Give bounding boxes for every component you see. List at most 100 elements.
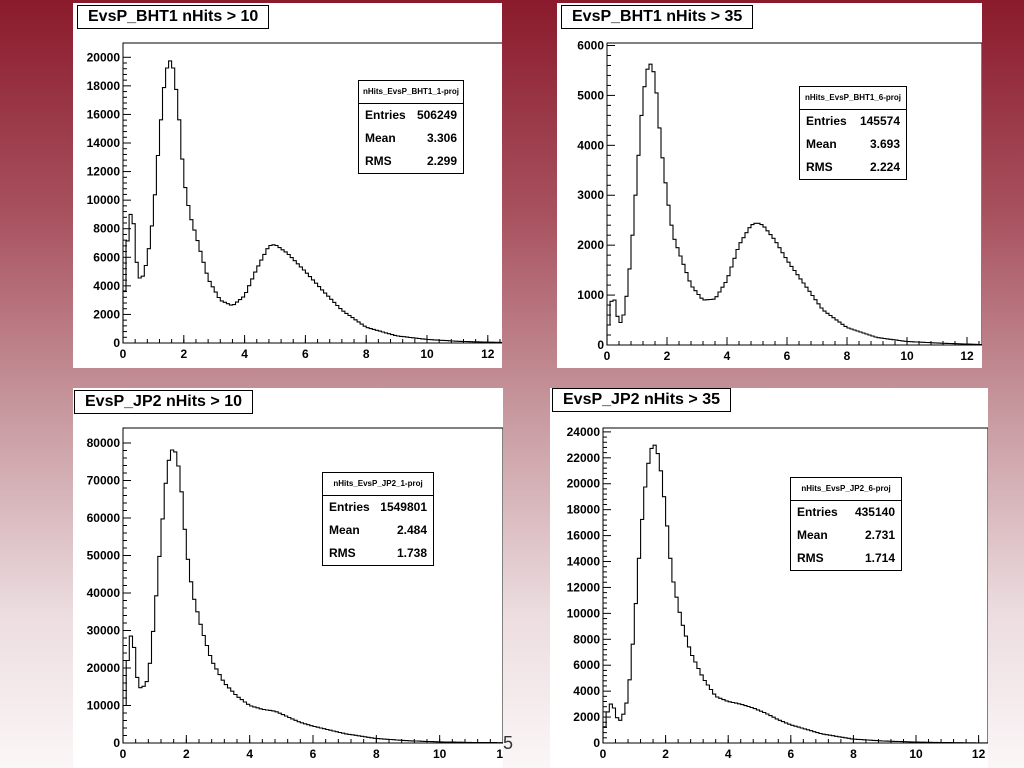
y-tick-label: 6000 xyxy=(573,658,600,672)
stats-row-rms: RMS 1.738 xyxy=(323,542,433,565)
x-tick-label: 6 xyxy=(302,347,309,361)
histogram-panel-bht1-35: 0 1000 2000 3000 4000 5000 6000 0 2 4 6 8 10 12 EvsP_… xyxy=(557,3,982,368)
y-tick-label: 0 xyxy=(113,736,120,750)
page-number: 5 xyxy=(503,733,514,753)
y-tick-label: 0 xyxy=(113,336,120,350)
stats-row-rms: RMS 2.224 xyxy=(800,156,906,179)
stats-label: Mean xyxy=(797,528,828,542)
stats-row-entries: Entries 145574 xyxy=(800,110,906,133)
plot-frame xyxy=(602,427,988,744)
stats-label: RMS xyxy=(329,546,356,560)
y-tick-label: 40000 xyxy=(87,586,121,600)
histogram-svg: 0 2000 4000 6000 8000 10000 12000 14000 16000 180… xyxy=(87,42,502,361)
x-tick-label: 10 xyxy=(900,349,914,363)
y-tick-label: 16000 xyxy=(567,529,601,543)
x-tick-label: 10 xyxy=(420,347,434,361)
histogram-svg: 0 10000 20000 30000 40000 50000 60000 70000 8000… xyxy=(87,427,503,761)
stats-label: Entries xyxy=(329,500,370,514)
stats-box: nHits_EvsP_JP2_1-proj Entries 1549801 Mea… xyxy=(322,472,434,566)
x-tick-label: 0 xyxy=(600,747,607,761)
y-tick-label: 6000 xyxy=(577,38,604,52)
stats-row-mean: Mean 3.693 xyxy=(800,133,906,156)
x-tick-label: 4 xyxy=(724,349,731,363)
stats-value: 435140 xyxy=(854,505,895,519)
x-tick-label: 8 xyxy=(844,349,851,363)
y-tick-label: 60000 xyxy=(87,511,121,525)
x-tick-label: 0 xyxy=(120,347,127,361)
x-tick-label: 6 xyxy=(784,349,791,363)
stats-value: 3.693 xyxy=(869,137,900,151)
stats-row-entries: Entries 435140 xyxy=(791,501,901,524)
x-tick-label: 6 xyxy=(310,747,317,761)
stats-label: Mean xyxy=(806,137,837,151)
y-tick-label: 4000 xyxy=(93,279,120,293)
y-tick-label: 24000 xyxy=(567,425,601,439)
stats-row-mean: Mean 2.731 xyxy=(791,524,901,547)
x-tick-label: 0 xyxy=(120,747,127,761)
x-tick-label: 2 xyxy=(664,349,671,363)
y-tick-label: 22000 xyxy=(567,451,601,465)
stats-box: nHits_EvsP_BHT1_1-proj Entries 506249 Mea… xyxy=(358,80,464,174)
histogram-svg: 0 2000 4000 6000 8000 10000 12000 14000 16000 180… xyxy=(567,425,988,761)
y-tick-label: 2000 xyxy=(577,238,604,252)
y-tick-label: 12000 xyxy=(87,165,121,179)
stats-name: nHits_EvsP_BHT1_1-proj xyxy=(359,81,463,104)
stats-label: Mean xyxy=(365,131,396,145)
y-tick-label: 10000 xyxy=(567,606,601,620)
y-tick-label: 0 xyxy=(597,338,604,352)
stats-value: 3.306 xyxy=(426,131,457,145)
stats-value: 506249 xyxy=(416,108,457,122)
y-tick-label: 2000 xyxy=(573,710,600,724)
x-tick-label: 2 xyxy=(180,347,187,361)
y-tick-label: 4000 xyxy=(577,138,604,152)
y-tick-label: 2000 xyxy=(93,307,120,321)
stats-value: 1549801 xyxy=(380,500,427,514)
histogram-panel-bht1-10: 0 2000 4000 6000 8000 10000 12000 14000 16000 180… xyxy=(73,3,502,368)
stats-label: Entries xyxy=(806,114,847,128)
stats-value: 145574 xyxy=(859,114,900,128)
histogram-line xyxy=(602,444,988,744)
y-tick-label: 10000 xyxy=(87,699,121,713)
x-tick-label: 12 xyxy=(972,747,986,761)
histogram-panel-jp2-35: 0 2000 4000 6000 8000 10000 12000 14000 16000 180… xyxy=(550,388,988,768)
plot-frame xyxy=(606,42,982,346)
y-tick-label: 0 xyxy=(593,736,600,750)
x-tick-label: 8 xyxy=(850,747,857,761)
y-tick-label: 6000 xyxy=(93,250,120,264)
x-tick-label: 10 xyxy=(909,747,923,761)
stats-name: nHits_EvsP_JP2_1-proj xyxy=(323,473,433,496)
stats-label: Entries xyxy=(797,505,838,519)
stats-row-rms: RMS 2.299 xyxy=(359,150,463,173)
stats-row-mean: Mean 2.484 xyxy=(323,519,433,542)
stats-label: Mean xyxy=(329,523,360,537)
stats-value: 2.484 xyxy=(396,523,427,537)
histogram-svg: 0 1000 2000 3000 4000 5000 6000 0 2 4 6 8 10 12 xyxy=(577,38,982,363)
y-tick-label: 20000 xyxy=(87,661,121,675)
stats-value: 2.299 xyxy=(426,154,457,168)
histogram-title: EvsP_JP2 nHits > 35 xyxy=(552,388,731,412)
stats-row-entries: Entries 1549801 xyxy=(323,496,433,519)
x-tick-label: 8 xyxy=(373,747,380,761)
y-tick-label: 1000 xyxy=(577,288,604,302)
x-tick-label: 2 xyxy=(183,747,190,761)
stats-value: 2.731 xyxy=(864,528,895,542)
y-tick-label: 18000 xyxy=(567,503,601,517)
stats-name: nHits_EvsP_BHT1_6-proj xyxy=(800,87,906,110)
histogram-line xyxy=(122,60,502,343)
stats-box: nHits_EvsP_JP2_6-proj Entries 435140 Mean… xyxy=(790,477,902,571)
y-tick-label: 4000 xyxy=(573,684,600,698)
stats-value: 2.224 xyxy=(869,160,900,174)
histogram-line xyxy=(606,63,982,346)
y-tick-label: 8000 xyxy=(93,222,120,236)
y-tick-label: 10000 xyxy=(87,193,121,207)
stats-value: 1.738 xyxy=(396,546,427,560)
y-tick-label: 14000 xyxy=(567,555,601,569)
y-tick-label: 3000 xyxy=(577,188,604,202)
y-tick-label: 8000 xyxy=(573,632,600,646)
y-tick-label: 80000 xyxy=(87,436,121,450)
x-tick-label: 2 xyxy=(662,747,669,761)
x-tick-label: 12 xyxy=(960,349,974,363)
x-tick-label: 4 xyxy=(241,347,248,361)
y-tick-label: 20000 xyxy=(87,50,121,64)
x-tick-label: 12 xyxy=(496,747,503,761)
